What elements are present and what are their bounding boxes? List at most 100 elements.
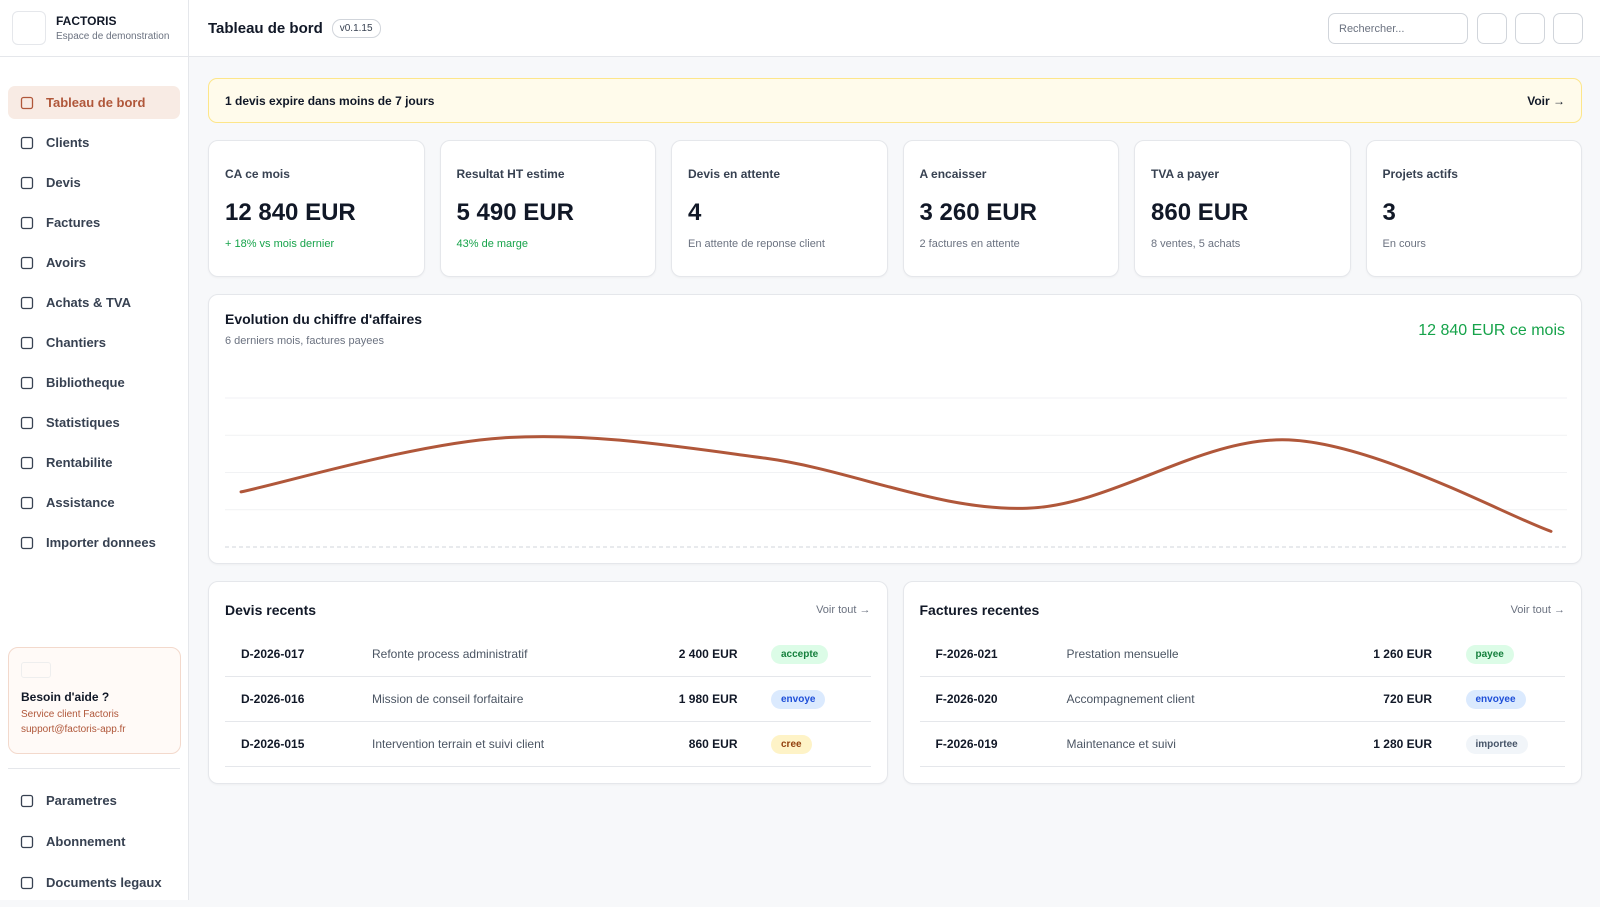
nav-label: Avoirs bbox=[46, 255, 86, 270]
kpi-card: Devis en attente 4 En attente de reponse c… bbox=[671, 140, 888, 277]
table-row[interactable]: D-2026-015 Intervention terrain et suivi … bbox=[225, 722, 871, 767]
topbar: Tableau de bord v0.1.15 Rechercher... bbox=[189, 0, 1600, 57]
nav-item[interactable]: Avoirs bbox=[8, 246, 180, 279]
icon-button[interactable] bbox=[1553, 13, 1583, 44]
kpi-card: A encaisser 3 260 EUR 2 factures en attent… bbox=[902, 140, 1119, 277]
nav-label: Parametres bbox=[46, 793, 117, 808]
nav-item[interactable]: Importer donnees bbox=[8, 526, 180, 559]
nav-label: Bibliotheque bbox=[46, 375, 125, 390]
chart-card: Evolution du chiffre d'affaires 6 dernie… bbox=[208, 294, 1582, 564]
nav-item[interactable]: Parametres bbox=[8, 784, 180, 817]
doc-label: Accompagnement client bbox=[1066, 692, 1195, 706]
table-row[interactable]: F-2026-020 Accompagnement client 720 EUR en… bbox=[919, 677, 1565, 722]
nav-icon bbox=[20, 835, 34, 848]
rows: F-2026-021 Prestation mensuelle 1 260 EUR p… bbox=[919, 632, 1565, 767]
kpi-note: + 18% vs mois dernier bbox=[225, 238, 335, 250]
status-badge: payee bbox=[1465, 644, 1514, 664]
doc-label: Refonte process administratif bbox=[372, 647, 528, 661]
nav-icon bbox=[20, 96, 34, 109]
card-header: Factures recentes Voir tout → bbox=[920, 602, 1566, 618]
kpi-value: 12 840 EUR bbox=[225, 199, 356, 226]
nav-icon bbox=[20, 496, 34, 509]
kpi-note: En cours bbox=[1382, 238, 1426, 250]
sidebar: FACTORIS Espace de demonstration Tableau… bbox=[0, 0, 189, 900]
help-logo bbox=[21, 662, 51, 678]
brand-name: FACTORIS bbox=[56, 14, 117, 28]
status-badge: envoyee bbox=[1465, 689, 1526, 709]
nav-label: Importer donnees bbox=[46, 535, 156, 550]
view-all[interactable]: Voir tout → bbox=[816, 604, 871, 616]
alert-link[interactable]: Voir → bbox=[1527, 93, 1565, 108]
nav-label: Clients bbox=[46, 135, 90, 150]
nav-item[interactable]: Statistiques bbox=[8, 406, 180, 439]
kpi-card: TVA a payer 860 EUR 8 ventes, 5 achats bbox=[1134, 140, 1351, 277]
table-row[interactable]: D-2026-016 Mission de conseil forfaitaire… bbox=[225, 677, 871, 722]
nav-item[interactable]: Abonnement bbox=[8, 825, 180, 858]
doc-amount: 2 400 EUR bbox=[678, 647, 738, 661]
nav-label: Chantiers bbox=[46, 335, 106, 350]
nav-label: Devis bbox=[46, 175, 81, 190]
nav-item[interactable]: Achats & TVA bbox=[8, 286, 180, 319]
doc-number: F-2026-019 bbox=[935, 737, 998, 751]
nav-icon bbox=[20, 456, 34, 469]
main: 1 devis expire dans moins de 7 jours Voi… bbox=[208, 78, 1582, 784]
nav-icon bbox=[20, 256, 34, 269]
kpi-card: Projets actifs 3 En cours bbox=[1365, 140, 1582, 277]
help-title: Besoin d'aide ? bbox=[21, 690, 110, 704]
icon-button[interactable] bbox=[1515, 13, 1545, 44]
nav-icon bbox=[20, 296, 34, 309]
chart-subtitle: 6 derniers mois, factures payees bbox=[225, 335, 384, 347]
search[interactable]: Rechercher... bbox=[1328, 13, 1468, 44]
nav-label: Rentabilite bbox=[46, 455, 113, 470]
table-row[interactable]: F-2026-019 Maintenance et suivi 1 280 EUR i… bbox=[919, 722, 1565, 767]
nav-label: Achats & TVA bbox=[46, 295, 131, 310]
revenue-line bbox=[239, 435, 1553, 533]
help-email[interactable]: support@factoris-app.fr bbox=[21, 724, 126, 735]
table-row[interactable]: D-2026-017 Refonte process administratif 2… bbox=[225, 632, 871, 677]
kpi-label: TVA a payer bbox=[1151, 167, 1220, 181]
nav-icon bbox=[20, 336, 34, 349]
kpi-label: CA ce mois bbox=[225, 167, 290, 181]
card-title: Devis recents bbox=[225, 602, 317, 618]
nav-label: Factures bbox=[46, 215, 101, 230]
alert-text: 1 devis expire dans moins de 7 jours bbox=[225, 93, 435, 108]
nav-icon bbox=[20, 536, 34, 549]
nav-item[interactable]: Devis bbox=[8, 166, 180, 199]
kpi-note: 43% de marge bbox=[456, 238, 529, 250]
nav-item[interactable]: Assistance bbox=[8, 486, 180, 519]
rows: D-2026-017 Refonte process administratif 2… bbox=[225, 632, 871, 767]
nav-item[interactable]: Factures bbox=[8, 206, 180, 239]
kpi-label: Devis en attente bbox=[688, 167, 781, 181]
nav-icon bbox=[20, 376, 34, 389]
kpi-value: 3 260 EUR bbox=[919, 199, 1037, 226]
kpis: CA ce mois 12 840 EUR + 18% vs mois dernie… bbox=[208, 140, 1582, 277]
doc-amount: 860 EUR bbox=[688, 737, 738, 751]
nav-item[interactable]: Documents legaux bbox=[8, 866, 180, 899]
nav-label: Tableau de bord bbox=[46, 95, 146, 110]
nav-item[interactable]: Clients bbox=[8, 126, 180, 159]
status-badge: accepte bbox=[771, 644, 829, 664]
doc-label: Maintenance et suivi bbox=[1066, 737, 1176, 751]
card-header: Devis recents Voir tout → bbox=[225, 602, 871, 618]
nav-icon bbox=[20, 176, 34, 189]
nav-item[interactable]: Bibliotheque bbox=[8, 366, 180, 399]
doc-number: D-2026-015 bbox=[241, 737, 305, 751]
table-row[interactable]: F-2026-021 Prestation mensuelle 1 260 EUR p… bbox=[919, 632, 1565, 677]
help-box: Besoin d'aide ? Service client Factoris … bbox=[8, 647, 181, 754]
kpi-label: Projets actifs bbox=[1382, 167, 1458, 181]
nav-item[interactable]: Tableau de bord bbox=[8, 86, 180, 119]
doc-label: Mission de conseil forfaitaire bbox=[372, 692, 524, 706]
view-all[interactable]: Voir tout → bbox=[1510, 604, 1565, 616]
nav-item[interactable]: Rentabilite bbox=[8, 446, 180, 479]
doc-number: F-2026-020 bbox=[935, 692, 998, 706]
doc-amount: 1 980 EUR bbox=[678, 692, 738, 706]
brand-subtitle: Espace de demonstration bbox=[56, 31, 170, 42]
kpi-label: Resultat HT estime bbox=[456, 167, 565, 181]
nav-item[interactable]: Chantiers bbox=[8, 326, 180, 359]
kpi-note: En attente de reponse client bbox=[688, 238, 825, 250]
status-badge: envoye bbox=[771, 689, 826, 709]
status-badge: cree bbox=[771, 734, 812, 754]
icon-button[interactable] bbox=[1477, 13, 1507, 44]
quotes-card: Devis recents Voir tout → D-2026-017 Refont… bbox=[208, 581, 888, 784]
